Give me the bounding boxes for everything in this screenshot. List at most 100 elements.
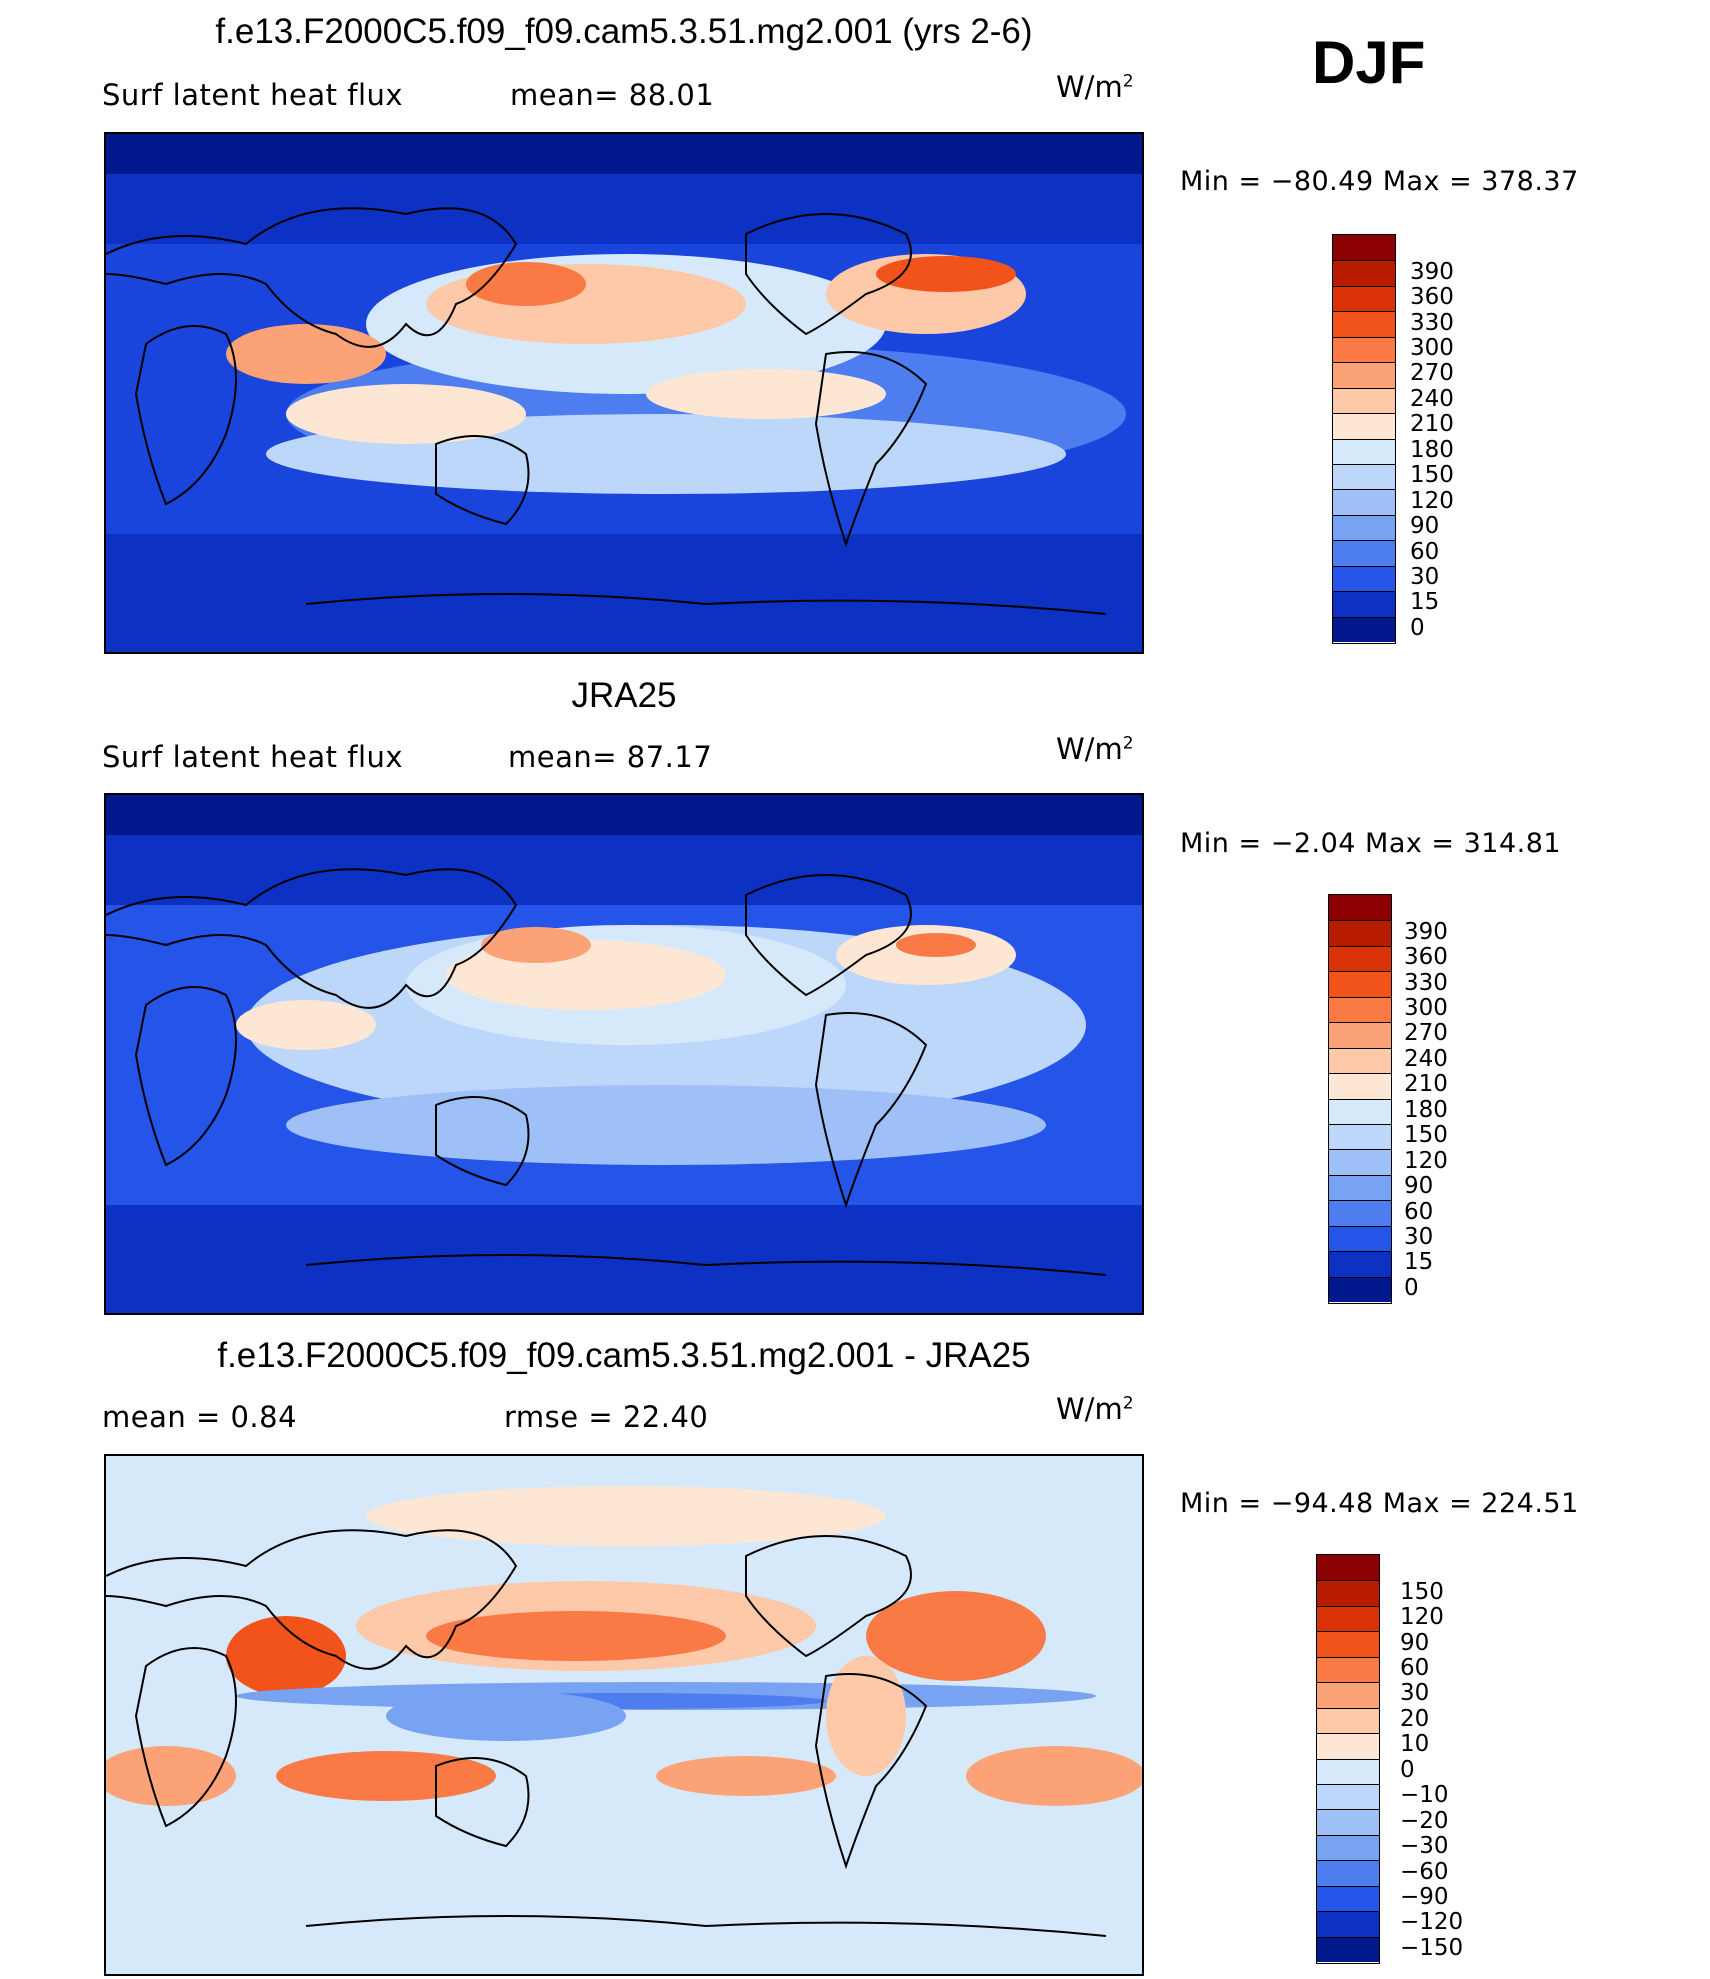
colorbar-tick-label: 120 xyxy=(1410,487,1454,514)
colorbar-tick-label: 330 xyxy=(1410,309,1454,336)
colorbar-tick-label: −120 xyxy=(1400,1909,1464,1936)
colorbar-tick-label: 90 xyxy=(1400,1629,1430,1656)
panel-3-coastlines xyxy=(106,1529,1107,1937)
colorbar-tick-label: 210 xyxy=(1410,411,1454,438)
colorbar-swatch xyxy=(1317,1580,1379,1606)
colorbar-swatch xyxy=(1317,1911,1379,1937)
season-label: DJF xyxy=(1312,29,1426,96)
colorbar-swatch xyxy=(1333,235,1395,261)
panel-2-minmax: Min = −2.04 Max = 314.81 xyxy=(1180,828,1562,859)
colorbar-swatch xyxy=(1329,1073,1391,1099)
colorbar-swatch xyxy=(1329,1123,1391,1150)
panel-3-minmax: Min = −94.48 Max = 224.51 xyxy=(1180,1488,1579,1519)
colorbar-swatch xyxy=(1329,945,1391,972)
colorbar-swatch xyxy=(1333,285,1395,312)
colorbar-tick-label: 15 xyxy=(1410,589,1440,616)
panel-2-map xyxy=(104,793,1144,1315)
colorbar-tick-label: 30 xyxy=(1404,1223,1434,1250)
panel-2-map-field xyxy=(106,795,1142,1313)
panel-3-units: W/m2 xyxy=(1056,1392,1134,1426)
colorbar-tick-label: 30 xyxy=(1410,563,1440,590)
colorbar-swatch xyxy=(1317,1733,1379,1759)
colorbar-swatch xyxy=(1333,311,1395,337)
colorbar-swatch xyxy=(1329,971,1391,997)
colorbar-swatch xyxy=(1333,540,1395,566)
colorbar-tick-label: 330 xyxy=(1404,969,1448,996)
panel-3-map-field xyxy=(106,1486,1142,1974)
colorbar-tick-label: 390 xyxy=(1404,918,1448,945)
panel-1-coastlines xyxy=(106,207,1107,615)
colorbar-tick-label: 390 xyxy=(1410,258,1454,285)
colorbar-tick-label: 210 xyxy=(1404,1071,1448,1098)
colorbar-swatch xyxy=(1329,1022,1391,1048)
colorbar-tick-label: 150 xyxy=(1400,1578,1444,1605)
colorbar-swatch xyxy=(1329,1149,1391,1175)
colorbar-swatch xyxy=(1333,514,1395,541)
colorbar-swatch xyxy=(1329,1098,1391,1124)
colorbar-swatch xyxy=(1317,1860,1379,1886)
colorbar-tick-label: 90 xyxy=(1410,513,1440,540)
colorbar-tick-label: 270 xyxy=(1404,1020,1448,1047)
colorbar-swatch xyxy=(1329,1047,1391,1074)
colorbar-tick-label: 0 xyxy=(1410,614,1425,641)
panel-2-units: W/m2 xyxy=(1056,732,1134,766)
colorbar-swatch xyxy=(1333,438,1395,464)
colorbar-swatch xyxy=(1329,1174,1391,1201)
panel-1-title: f.e13.F2000C5.f09_f09.cam5.3.51.mg2.001 … xyxy=(215,12,1033,51)
panel-1-units: W/m2 xyxy=(1056,70,1134,104)
colorbar-tick-label: 360 xyxy=(1410,284,1454,311)
colorbar-tick-label: 270 xyxy=(1410,360,1454,387)
panel-1-variable-label: Surf latent heat flux xyxy=(102,78,404,112)
colorbar-tick-label: −60 xyxy=(1400,1858,1449,1885)
colorbar-tick-label: 240 xyxy=(1404,1045,1448,1072)
colorbar-tick-label: −10 xyxy=(1400,1782,1449,1809)
colorbar-swatch xyxy=(1333,387,1395,414)
colorbar-swatch xyxy=(1329,920,1391,946)
colorbar-swatch xyxy=(1333,565,1395,592)
colorbar-swatch xyxy=(1317,1555,1379,1581)
colorbar-swatch xyxy=(1317,1656,1379,1683)
colorbar-tick-label: 60 xyxy=(1410,538,1440,565)
colorbar-swatch xyxy=(1329,1276,1391,1302)
colorbar-tick-label: 150 xyxy=(1404,1122,1448,1149)
panel-1-mean-label: mean= 88.01 xyxy=(510,78,715,112)
panel-1-colorbar xyxy=(1332,234,1396,644)
panel-2-variable-label: Surf latent heat flux xyxy=(102,740,404,774)
colorbar-tick-label: 300 xyxy=(1404,995,1448,1022)
colorbar-tick-label: 0 xyxy=(1404,1274,1419,1301)
colorbar-tick-label: −150 xyxy=(1400,1934,1464,1961)
colorbar-swatch xyxy=(1317,1783,1379,1810)
colorbar-tick-label: 120 xyxy=(1400,1604,1444,1631)
colorbar-swatch xyxy=(1329,1200,1391,1226)
panel-1-minmax: Min = −80.49 Max = 378.37 xyxy=(1180,166,1579,197)
colorbar-swatch xyxy=(1333,463,1395,490)
panel-1-map xyxy=(104,132,1144,654)
colorbar-tick-label: 360 xyxy=(1404,944,1448,971)
colorbar-swatch xyxy=(1333,336,1395,363)
colorbar-tick-label: −30 xyxy=(1400,1833,1449,1860)
colorbar-tick-label: 15 xyxy=(1404,1249,1434,1276)
colorbar-swatch xyxy=(1333,489,1395,515)
colorbar-tick-label: 150 xyxy=(1410,462,1454,489)
colorbar-swatch xyxy=(1333,260,1395,286)
colorbar-swatch xyxy=(1329,895,1391,921)
colorbar-swatch xyxy=(1317,1758,1379,1784)
panel-2-title: JRA25 xyxy=(571,676,677,715)
colorbar-tick-label: 120 xyxy=(1404,1147,1448,1174)
colorbar-swatch xyxy=(1333,616,1395,642)
panel-3-rmse-label: rmse = 22.40 xyxy=(504,1400,709,1434)
colorbar-swatch xyxy=(1317,1682,1379,1708)
colorbar-swatch xyxy=(1317,1885,1379,1912)
colorbar-tick-label: 240 xyxy=(1410,385,1454,412)
colorbar-swatch xyxy=(1329,1251,1391,1277)
panel-2-coastlines xyxy=(106,868,1107,1276)
colorbar-tick-label: 60 xyxy=(1404,1198,1434,1225)
colorbar-swatch xyxy=(1317,1631,1379,1657)
panel-3-title: f.e13.F2000C5.f09_f09.cam5.3.51.mg2.001 … xyxy=(217,1336,1031,1375)
colorbar-swatch xyxy=(1329,1225,1391,1252)
colorbar-swatch xyxy=(1317,1809,1379,1835)
colorbar-swatch xyxy=(1333,591,1395,617)
colorbar-swatch xyxy=(1317,1707,1379,1734)
panel-3-colorbar xyxy=(1316,1554,1380,1964)
panel-3-map xyxy=(104,1454,1144,1976)
